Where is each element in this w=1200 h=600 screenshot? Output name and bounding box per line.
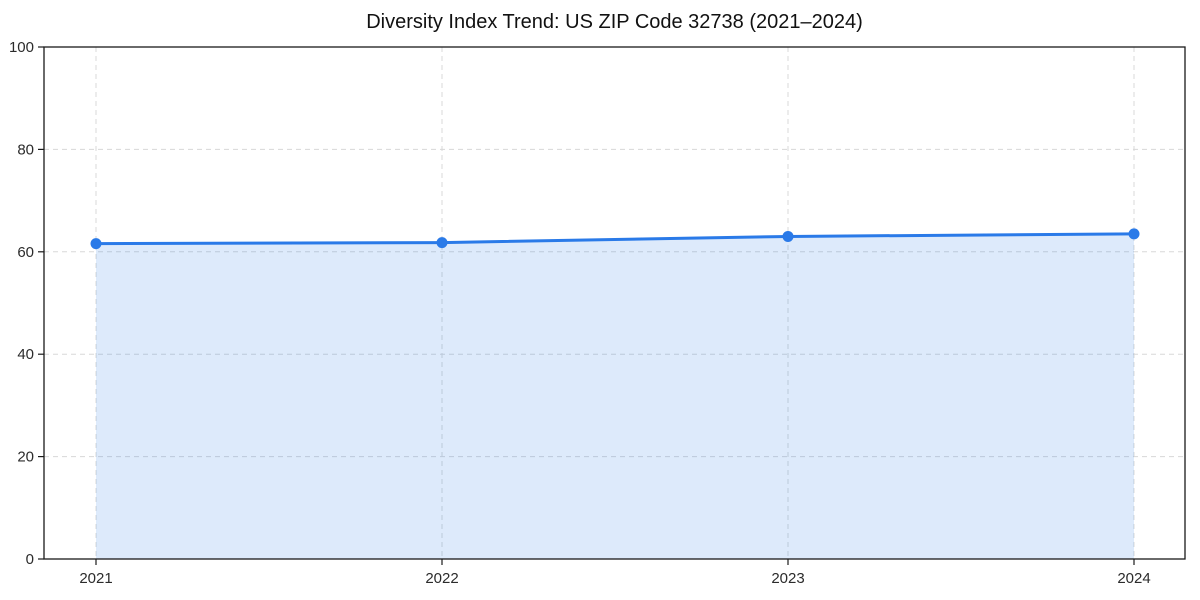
x-tick-label: 2022 xyxy=(425,570,458,587)
y-tick-label: 100 xyxy=(9,39,34,56)
data-point-marker xyxy=(90,238,102,250)
y-tick-label: 60 xyxy=(17,244,34,261)
y-tick-label: 20 xyxy=(17,449,34,466)
y-tick-label: 80 xyxy=(17,141,34,158)
data-point-marker xyxy=(782,230,794,242)
x-tick-label: 2021 xyxy=(79,570,112,587)
data-point-marker xyxy=(1128,228,1140,240)
x-tick-label: 2023 xyxy=(771,570,804,587)
trend-line xyxy=(94,232,1136,246)
x-tick-label: 2024 xyxy=(1117,570,1150,587)
data-point-marker xyxy=(436,237,448,249)
chart-title: Diversity Index Trend: US ZIP Code 32738… xyxy=(366,11,863,33)
area-fill xyxy=(96,233,1134,559)
y-tick-label: 40 xyxy=(17,346,34,363)
y-tick-label: 0 xyxy=(26,551,34,568)
plot-border xyxy=(43,46,1186,560)
